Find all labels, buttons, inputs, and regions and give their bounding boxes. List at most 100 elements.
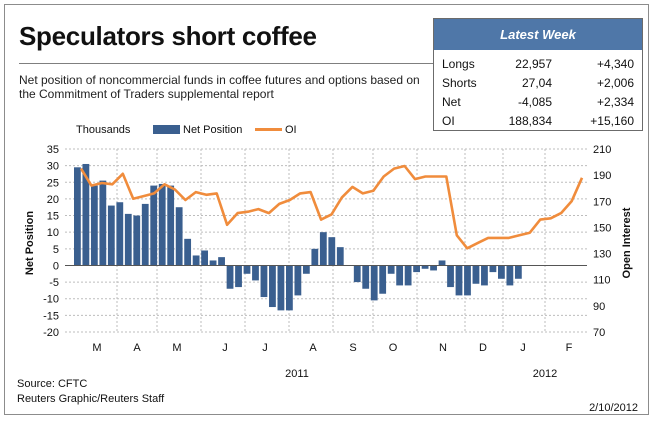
net-position-bar xyxy=(498,265,505,279)
year-label: 2012 xyxy=(533,368,557,380)
net-position-bar xyxy=(311,248,319,266)
net-position-bar xyxy=(370,265,378,301)
net-position-bars xyxy=(74,163,522,311)
latest-week-value: 27,04 xyxy=(521,76,552,90)
net-position-bar xyxy=(319,232,327,266)
net-position-bar xyxy=(302,265,310,274)
right-tick-label: 70 xyxy=(593,327,605,339)
net-position-bar xyxy=(209,260,217,266)
net-position-bar xyxy=(387,265,395,274)
net-position-bar xyxy=(294,265,302,296)
net-position-bar xyxy=(252,265,259,281)
footer-date: 2/10/2012 xyxy=(589,402,638,414)
left-tick-label: 0 xyxy=(53,260,59,272)
legend-swatch-net-position xyxy=(153,125,180,134)
footer-credit: Reuters Graphic/Reuters Staff xyxy=(17,393,165,405)
net-position-bar xyxy=(107,205,115,266)
net-position-bar xyxy=(150,185,158,266)
net-position-bar xyxy=(184,238,192,266)
net-position-bar xyxy=(133,215,141,266)
latest-week-row-net: Net -4,085 +2,334 xyxy=(434,92,642,112)
net-position-bar xyxy=(277,265,285,311)
month-label: D xyxy=(479,342,487,354)
net-position-bar xyxy=(158,183,166,266)
net-position-bar xyxy=(362,265,370,289)
chart-frame: Speculators short coffee Net position of… xyxy=(4,4,649,415)
left-tick-label: 35 xyxy=(47,144,59,156)
month-label: S xyxy=(349,342,356,354)
month-label: M xyxy=(92,342,101,354)
net-position-bar xyxy=(379,265,387,294)
net-position-bar xyxy=(167,185,175,266)
month-label: M xyxy=(172,342,181,354)
month-label: J xyxy=(520,342,526,354)
chart-subtitle: Net position of noncommercial funds in c… xyxy=(19,73,420,101)
net-position-bar xyxy=(413,265,420,273)
latest-week-header: Latest Week xyxy=(434,19,642,50)
y-axis-label-right: Open Interest xyxy=(621,207,633,278)
chart-legend: Thousands Net Position OI xyxy=(76,124,297,136)
latest-week-box: Latest Week Longs 22,957 +4,340 Shorts 2… xyxy=(433,18,643,131)
latest-week-change: +2,006 xyxy=(596,76,634,90)
right-tick-label: 130 xyxy=(593,249,611,261)
net-position-bar xyxy=(243,265,251,274)
right-tick-label: 90 xyxy=(593,301,605,313)
month-label: O xyxy=(389,342,398,354)
latest-week-value: -4,085 xyxy=(517,95,552,109)
net-position-bar xyxy=(74,167,81,266)
legend-label-net-position: Net Position xyxy=(183,124,242,136)
net-position-bar xyxy=(489,265,497,273)
net-position-bar xyxy=(464,265,471,296)
net-position-bar xyxy=(353,265,361,283)
unit-label: Thousands xyxy=(76,124,131,136)
latest-week-change: +2,334 xyxy=(596,95,634,109)
left-tick-label: 20 xyxy=(47,194,59,206)
right-tick-label: 210 xyxy=(593,144,611,156)
net-position-bar xyxy=(286,265,293,311)
net-position-bar xyxy=(514,265,522,279)
net-position-bar xyxy=(175,207,183,266)
net-position-bar xyxy=(82,163,90,266)
month-label: F xyxy=(566,342,573,354)
net-position-bar xyxy=(116,202,124,266)
month-label: J xyxy=(262,342,268,354)
net-position-bar xyxy=(218,257,225,266)
right-tick-label: 110 xyxy=(593,275,611,287)
net-position-bar xyxy=(260,265,268,298)
latest-week-row-longs: Longs 22,957 +4,340 xyxy=(434,54,642,74)
left-tick-label: 25 xyxy=(47,177,59,189)
net-position-bar xyxy=(481,265,488,286)
net-position-bar xyxy=(396,265,404,286)
oi-line xyxy=(79,164,584,250)
latest-week-row-shorts: Shorts 27,04 +2,006 xyxy=(434,73,642,93)
net-position-bar xyxy=(90,185,98,266)
net-position-bar xyxy=(201,250,208,266)
month-label: J xyxy=(222,342,228,354)
left-tick-label: 15 xyxy=(47,211,59,223)
left-tick-label: 10 xyxy=(47,227,59,239)
net-position-bar xyxy=(421,265,429,269)
net-position-bar xyxy=(447,265,454,288)
footer-source: Source: CFTC xyxy=(17,378,88,390)
net-position-bar xyxy=(141,203,149,266)
right-tick-label: 190 xyxy=(593,170,611,182)
latest-week-value: 188,834 xyxy=(508,114,552,128)
month-label: A xyxy=(309,342,317,354)
latest-week-value: 22,957 xyxy=(515,57,552,71)
latest-week-row-oi: OI 188,834 +15,160 xyxy=(434,111,642,131)
net-position-bar xyxy=(124,213,132,266)
y-axis-label-left: Net Position xyxy=(24,211,36,275)
net-position-bar xyxy=(506,265,514,286)
left-tick-label: 5 xyxy=(53,244,59,256)
net-position-bar xyxy=(438,260,446,266)
left-tick-label: 30 xyxy=(47,161,59,173)
net-position-bar xyxy=(328,237,336,266)
net-position-bar xyxy=(472,265,480,284)
net-position-bar xyxy=(455,265,463,296)
right-tick-label: 150 xyxy=(593,222,611,234)
chart-axes: 35 30 25 20 15 10 5 0 -5 -10 -15 -20 210 190 170 150 130… xyxy=(43,144,611,380)
year-label: 2011 xyxy=(285,368,309,380)
title-rule xyxy=(19,63,433,64)
net-position-bar xyxy=(99,180,107,266)
month-label: A xyxy=(133,342,141,354)
